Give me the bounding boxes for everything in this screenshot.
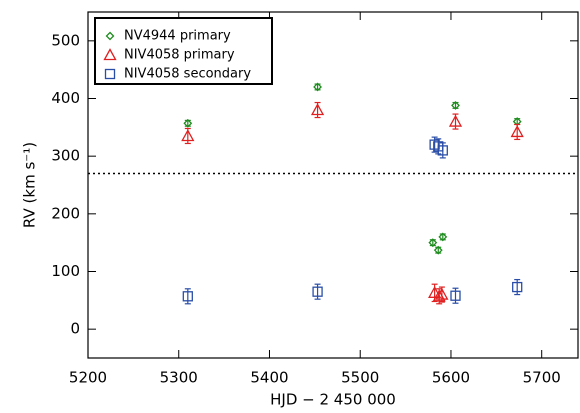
x-tick-label: 5600 [432, 369, 470, 387]
x-tick-label: 5400 [250, 369, 288, 387]
y-tick-label: 0 [70, 320, 80, 338]
x-tick-label: 5500 [341, 369, 379, 387]
marker [181, 129, 195, 142]
marker [510, 125, 524, 138]
plot-frame [87, 11, 579, 359]
marker [437, 145, 448, 156]
y-tick-label: 200 [51, 204, 80, 222]
marker [429, 139, 440, 150]
marker [313, 82, 322, 92]
marker [183, 118, 193, 128]
x-tick-label: 5200 [69, 369, 107, 387]
legend-marker [104, 68, 116, 80]
marker [512, 281, 523, 293]
marker [310, 103, 325, 116]
marker [450, 290, 461, 301]
marker [182, 291, 193, 302]
marker [448, 114, 463, 127]
marker [312, 286, 323, 297]
marker [428, 238, 438, 248]
legend-marker [103, 48, 117, 61]
marker [428, 285, 442, 298]
y-tick-label: 300 [51, 147, 80, 165]
legend-marker [105, 31, 115, 41]
marker [438, 232, 448, 242]
x-tick-label: 5700 [523, 369, 561, 387]
legend-label: NIV4058 primary [124, 48, 235, 63]
y-tick-label: 400 [51, 89, 80, 107]
x-axis-label: HJD − 2 450 000 [270, 391, 396, 409]
x-tick-label: 5300 [160, 369, 198, 387]
legend-label: NV4944 primary [124, 29, 231, 44]
marker [433, 245, 443, 255]
y-tick-label: 100 [51, 262, 80, 280]
legend-label: NIV4058 secondary [124, 67, 251, 82]
y-axis-label: RV (km s⁻¹) [21, 142, 39, 228]
legend-box [94, 17, 273, 85]
marker [451, 101, 460, 110]
y-tick-label: 500 [51, 31, 80, 49]
marker [435, 287, 449, 300]
